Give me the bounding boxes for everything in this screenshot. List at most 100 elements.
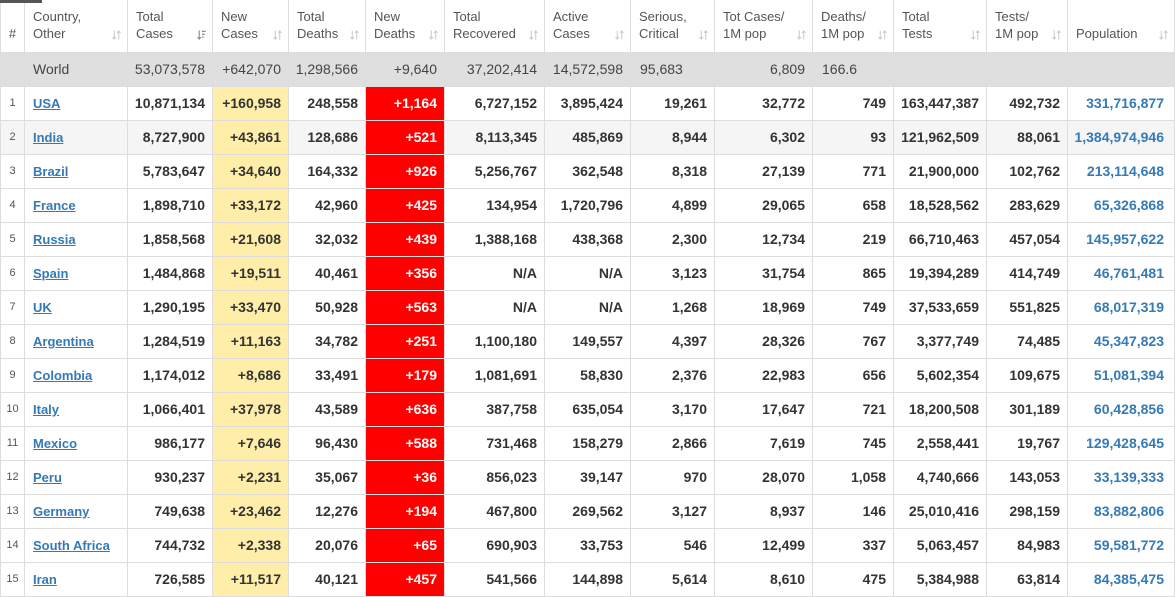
- country-link[interactable]: USA: [33, 96, 61, 111]
- sort-arrows-icon[interactable]: [1159, 29, 1168, 41]
- cell-total-recovered: 134,954: [445, 189, 545, 223]
- column-header-text: Tests: [902, 26, 933, 41]
- cell-tot-cases-per-1m: 31,754: [715, 257, 813, 291]
- population-link[interactable]: 60,428,856: [1093, 401, 1164, 417]
- cell-population: 1,384,974,946: [1068, 121, 1175, 155]
- sort-arrows-icon[interactable]: [1052, 29, 1061, 41]
- table-row: 11 Mexico 986,177 +7,646 96,430 +588 731,468 15…: [0, 427, 1175, 461]
- column-header-serious-critical[interactable]: Serious, Critical: [631, 0, 715, 53]
- sort-arrows-icon[interactable]: [273, 29, 282, 41]
- country-link[interactable]: UK: [33, 300, 52, 315]
- population-link[interactable]: 331,716,877: [1086, 95, 1164, 111]
- cell-new-cases: +160,958: [213, 87, 289, 121]
- cell-total-tests: 5,602,354: [894, 359, 987, 393]
- sort-arrows-icon[interactable]: [971, 29, 980, 41]
- cell-total-tests: 19,394,289: [894, 257, 987, 291]
- country-link[interactable]: Colombia: [33, 368, 93, 383]
- column-header-text: Critical: [639, 26, 679, 41]
- country-link[interactable]: Mexico: [33, 436, 78, 451]
- cell-tot-cases-per-1m: 28,070: [715, 461, 813, 495]
- cell-tot-cases-per-1m: 8,610: [715, 563, 813, 597]
- cell-population: 51,081,394: [1068, 359, 1175, 393]
- cell-serious-critical: 2,300: [631, 223, 715, 257]
- population-link[interactable]: 1,384,974,946: [1074, 129, 1164, 145]
- country-link[interactable]: India: [33, 130, 64, 145]
- cell-serious-critical: 3,127: [631, 495, 715, 529]
- population-link[interactable]: 129,428,645: [1086, 435, 1164, 451]
- cell-tests-per-1m: [987, 53, 1068, 87]
- cell-total-tests: 5,063,457: [894, 529, 987, 563]
- cell-country: Colombia: [25, 359, 128, 393]
- country-link[interactable]: Germany: [33, 504, 90, 519]
- column-header-total-recovered[interactable]: Total Recovered: [445, 0, 545, 53]
- country-link[interactable]: Russia: [33, 232, 76, 247]
- population-link[interactable]: 65,326,868: [1093, 197, 1164, 213]
- table-body: World 53,073,578 +642,070 1,298,566 +9,640 37…: [0, 53, 1175, 597]
- sort-arrows-icon[interactable]: [699, 29, 708, 41]
- cell-total-recovered: 541,566: [445, 563, 545, 597]
- cell-population: 65,326,868: [1068, 189, 1175, 223]
- country-link[interactable]: South Africa: [33, 538, 110, 553]
- country-link[interactable]: Brazil: [33, 164, 69, 179]
- column-header-text: Deaths/: [821, 9, 866, 24]
- column-header-tot-cases-per-1m[interactable]: Tot Cases/1M pop: [715, 0, 813, 53]
- table-row: 2 India 8,727,900 +43,861 128,686 +521 8,113,3…: [0, 121, 1175, 155]
- cell-total-recovered: 8,113,345: [445, 121, 545, 155]
- column-header-active-cases[interactable]: Active Cases: [545, 0, 631, 53]
- population-link[interactable]: 33,139,333: [1093, 469, 1164, 485]
- column-header-deaths-per-1m[interactable]: Deaths/1M pop: [813, 0, 894, 53]
- population-link[interactable]: 83,882,806: [1093, 503, 1164, 519]
- population-link[interactable]: 68,017,319: [1093, 299, 1164, 315]
- sort-arrows-icon[interactable]: [429, 29, 438, 41]
- cell-rank: 7: [0, 291, 25, 325]
- column-header-total-tests[interactable]: Total Tests: [894, 0, 987, 53]
- country-link[interactable]: Spain: [33, 266, 69, 281]
- sort-desc-icon[interactable]: [197, 29, 206, 41]
- cell-tot-cases-per-1m: 18,969: [715, 291, 813, 325]
- population-link[interactable]: 84,385,475: [1093, 571, 1164, 587]
- column-header-label: Serious, Critical: [639, 8, 687, 42]
- cell-tot-cases-per-1m: 6,302: [715, 121, 813, 155]
- sort-arrows-icon[interactable]: [878, 29, 887, 41]
- column-header-label: Active Cases: [553, 8, 590, 42]
- table-row: 13 Germany 749,638 +23,462 12,276 +194 467,800…: [0, 495, 1175, 529]
- cell-total-cases: 1,484,868: [128, 257, 213, 291]
- population-link[interactable]: 45,347,823: [1093, 333, 1164, 349]
- cell-tests-per-1m: 74,485: [987, 325, 1068, 359]
- sort-arrows-icon[interactable]: [797, 29, 806, 41]
- table-row: 7 UK 1,290,195 +33,470 50,928 +563 N/A N/A 1,268…: [0, 291, 1175, 325]
- cell-new-cases: +11,163: [213, 325, 289, 359]
- sort-arrows-icon[interactable]: [112, 29, 121, 41]
- sort-arrows-icon[interactable]: [529, 29, 538, 41]
- population-link[interactable]: 51,081,394: [1093, 367, 1164, 383]
- column-header-total-deaths[interactable]: Total Deaths: [289, 0, 366, 53]
- population-link[interactable]: 213,114,648: [1086, 163, 1164, 179]
- column-header-total-cases[interactable]: Total Cases: [128, 0, 213, 53]
- population-link[interactable]: 145,957,622: [1086, 231, 1164, 247]
- column-header-country[interactable]: Country, Other: [25, 0, 128, 53]
- population-link[interactable]: 46,761,481: [1093, 265, 1164, 281]
- cell-total-recovered: 1,388,168: [445, 223, 545, 257]
- sort-arrows-icon[interactable]: [350, 29, 359, 41]
- country-link[interactable]: France: [33, 198, 76, 213]
- cell-population: 68,017,319: [1068, 291, 1175, 325]
- column-header-population[interactable]: Population: [1068, 0, 1175, 53]
- column-header-tests-per-1m[interactable]: Tests/1M pop: [987, 0, 1068, 53]
- country-link[interactable]: Argentina: [33, 334, 94, 349]
- column-header-new-deaths[interactable]: New Deaths: [366, 0, 445, 53]
- country-link[interactable]: Iran: [33, 572, 57, 587]
- column-header-text: Country,: [33, 9, 82, 24]
- cell-total-cases: 5,783,647: [128, 155, 213, 189]
- country-link[interactable]: Italy: [33, 402, 60, 417]
- column-header-new-cases[interactable]: New Cases: [213, 0, 289, 53]
- cell-total-cases: 930,237: [128, 461, 213, 495]
- cell-new-deaths: +926: [366, 155, 445, 189]
- sort-arrows-icon[interactable]: [615, 29, 624, 41]
- population-link[interactable]: 59,581,772: [1093, 537, 1164, 553]
- country-link[interactable]: Peru: [33, 470, 62, 485]
- cell-deaths-per-1m: 658: [813, 189, 894, 223]
- cell-total-recovered: N/A: [445, 291, 545, 325]
- cell-country: World: [25, 53, 128, 87]
- cell-deaths-per-1m: 745: [813, 427, 894, 461]
